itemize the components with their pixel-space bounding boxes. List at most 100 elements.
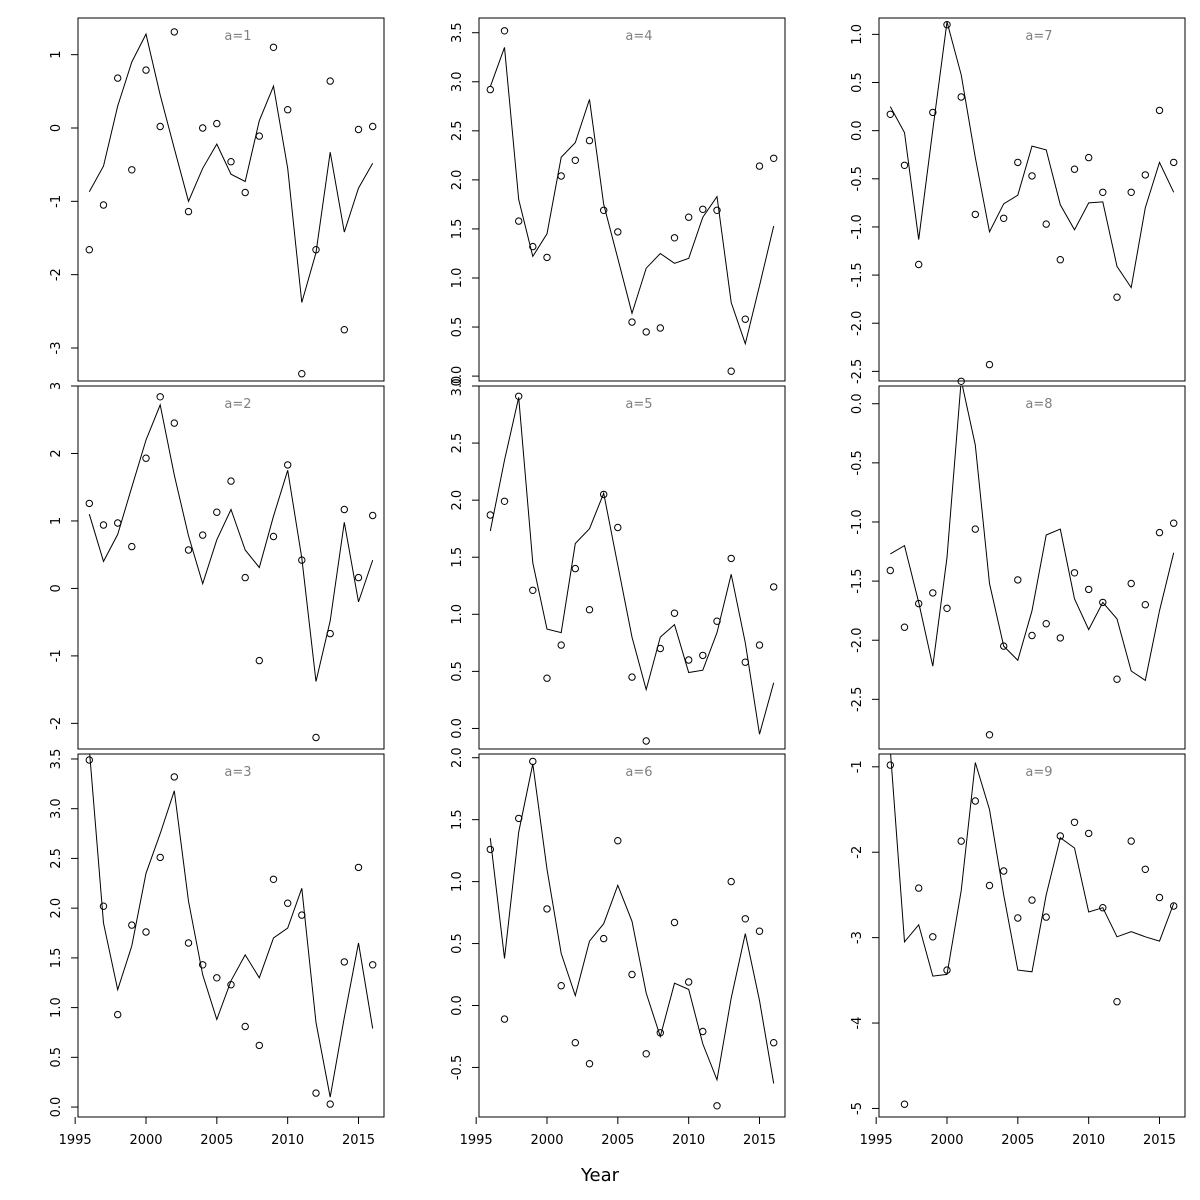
data-point (929, 589, 937, 597)
data-point (900, 623, 909, 631)
data-point (1141, 601, 1150, 609)
data-point (685, 978, 693, 986)
y-tick-label: -0.5 (850, 166, 865, 191)
panel-label: a=3 (224, 765, 251, 780)
data-point (1042, 620, 1050, 628)
data-point (486, 511, 494, 519)
y-tick-label: 3.0 (49, 798, 64, 819)
y-tick-label: 0.0 (450, 718, 465, 739)
x-tick-label: 2005 (601, 1133, 634, 1148)
data-point (685, 656, 693, 664)
series-line (88, 32, 374, 303)
data-point (99, 902, 108, 910)
data-point (486, 845, 494, 854)
data-point (628, 318, 636, 326)
series-line (89, 754, 374, 1098)
y-tick-label: 0.0 (850, 120, 865, 141)
data-point (312, 1089, 320, 1097)
data-point (900, 161, 909, 170)
data-point (99, 201, 108, 209)
y-tick-label: 2 (49, 449, 64, 457)
data-point (156, 393, 164, 401)
y-tick-label: 3 (49, 382, 64, 390)
data-point (199, 961, 207, 969)
data-point (213, 974, 221, 982)
data-point (529, 242, 537, 251)
data-point (269, 875, 278, 883)
x-tick-label: 2015 (1143, 1133, 1176, 1148)
data-point (142, 928, 150, 936)
y-tick-label: -1.5 (850, 262, 865, 287)
y-tick-label: 3.5 (450, 22, 465, 43)
data-point (369, 122, 377, 131)
data-point (755, 162, 764, 170)
data-point (985, 881, 994, 890)
data-point (886, 110, 894, 119)
data-point (557, 172, 565, 180)
data-point (298, 911, 306, 919)
series-line (890, 386, 1175, 682)
panel-frame (878, 17, 1186, 382)
data-point (1014, 158, 1022, 167)
data-point (915, 599, 923, 608)
y-tick-label: -1.0 (850, 214, 865, 239)
y-tick-label: -2 (850, 846, 865, 859)
data-point (1155, 106, 1164, 115)
data-point (543, 905, 551, 913)
series-line (890, 754, 1175, 977)
data-point (985, 360, 994, 369)
data-point (156, 122, 164, 131)
data-point (943, 966, 951, 974)
data-point (326, 629, 334, 638)
data-point (340, 505, 348, 514)
data-point (156, 853, 164, 862)
y-tick-label: 0.0 (450, 366, 465, 387)
x-tick-label: 2005 (200, 1133, 233, 1148)
y-tick-label: 2.5 (450, 120, 465, 141)
data-point (85, 246, 94, 254)
data-point (99, 521, 108, 529)
y-tick-label: -1 (49, 649, 64, 662)
y-tick-label: 3.0 (450, 376, 465, 397)
data-point (1028, 631, 1036, 640)
data-point (199, 531, 207, 539)
y-tick-label: 1 (49, 517, 64, 525)
y-tick-label: -3 (49, 342, 64, 355)
data-point (284, 106, 292, 114)
data-point (1170, 519, 1178, 527)
data-point (269, 43, 278, 51)
panel-label: a=4 (625, 29, 652, 44)
panel-frame (878, 753, 1186, 1118)
x-tick-label: 2000 (129, 1133, 162, 1148)
y-tick-label: 2.0 (49, 898, 64, 919)
data-point (227, 981, 235, 989)
y-tick-label: 0.5 (450, 661, 465, 682)
y-tick-label: -0.5 (450, 1055, 465, 1080)
y-tick-label: 1.0 (450, 604, 465, 625)
x-tick-label: 2015 (743, 1133, 776, 1148)
data-point (184, 939, 193, 947)
data-point (1000, 867, 1008, 875)
data-point (529, 757, 537, 766)
data-point (727, 554, 735, 563)
data-point (585, 1060, 594, 1068)
data-point (340, 326, 348, 334)
data-point (500, 497, 509, 505)
y-tick-label: 2.0 (450, 490, 465, 511)
data-point (1113, 293, 1121, 301)
data-point (170, 773, 179, 781)
panel-label: a=5 (625, 397, 652, 412)
data-point (571, 156, 579, 165)
y-tick-label: -0.5 (850, 450, 865, 475)
data-point (1056, 256, 1065, 264)
data-point (727, 367, 735, 375)
data-point (943, 21, 951, 29)
x-tick-label: 2000 (530, 1133, 563, 1148)
data-point (741, 915, 749, 923)
data-point (500, 1015, 509, 1023)
data-point (571, 1039, 579, 1047)
data-point (685, 213, 693, 221)
data-point (971, 797, 979, 805)
data-point (227, 477, 235, 485)
data-point (656, 1029, 664, 1037)
